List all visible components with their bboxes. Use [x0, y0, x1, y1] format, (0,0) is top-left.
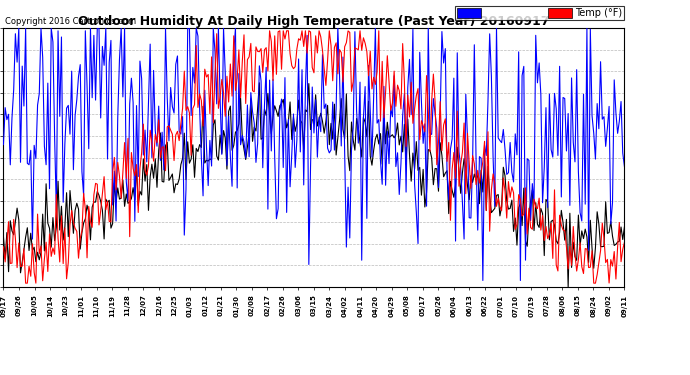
Legend: Humidity (%), Temp (°F): Humidity (%), Temp (°F)	[455, 6, 624, 20]
Text: Copyright 2016 Cartronics.com: Copyright 2016 Cartronics.com	[5, 16, 136, 26]
Title: Outdoor Humidity At Daily High Temperature (Past Year) 20160917: Outdoor Humidity At Daily High Temperatu…	[78, 15, 550, 28]
